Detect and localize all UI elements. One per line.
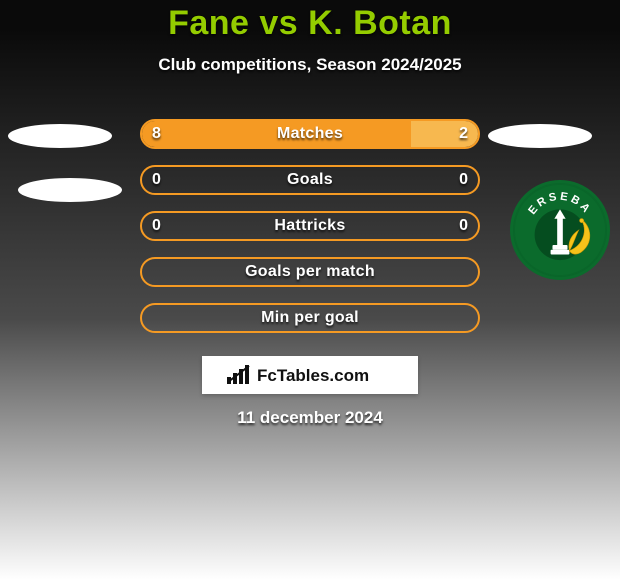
stat-value-right: 2 bbox=[459, 119, 468, 149]
stat-row: Min per goal bbox=[0, 295, 620, 341]
stat-bar-track bbox=[140, 211, 480, 241]
date-label: 11 december 2024 bbox=[0, 408, 620, 428]
stat-value-left: 0 bbox=[152, 165, 161, 195]
player-photo-placeholder-right bbox=[488, 124, 592, 148]
stat-bar-track bbox=[140, 257, 480, 287]
stat-value-right: 0 bbox=[459, 165, 468, 195]
club-badge: ERSEBA bbox=[510, 180, 610, 280]
subtitle: Club competitions, Season 2024/2025 bbox=[0, 55, 620, 75]
stat-value-right: 0 bbox=[459, 211, 468, 241]
brand-logo-icon: FcTables.com bbox=[225, 362, 395, 388]
svg-text:FcTables.com: FcTables.com bbox=[257, 366, 369, 385]
comparison-card: Fane vs K. Botan Club competitions, Seas… bbox=[0, 0, 620, 580]
stat-value-left: 0 bbox=[152, 211, 161, 241]
brand-box: FcTables.com bbox=[202, 356, 418, 394]
stat-value-left: 8 bbox=[152, 119, 161, 149]
stat-bar-fill-left bbox=[142, 121, 411, 147]
player-photo-placeholder-left-1 bbox=[8, 124, 112, 148]
club-badge-icon: ERSEBA bbox=[513, 180, 607, 280]
stat-bar-track bbox=[140, 165, 480, 195]
stat-bar-track bbox=[140, 303, 480, 333]
stat-bar-track bbox=[140, 119, 480, 149]
player-photo-placeholder-left-2 bbox=[18, 178, 122, 202]
page-title: Fane vs K. Botan bbox=[0, 0, 620, 43]
